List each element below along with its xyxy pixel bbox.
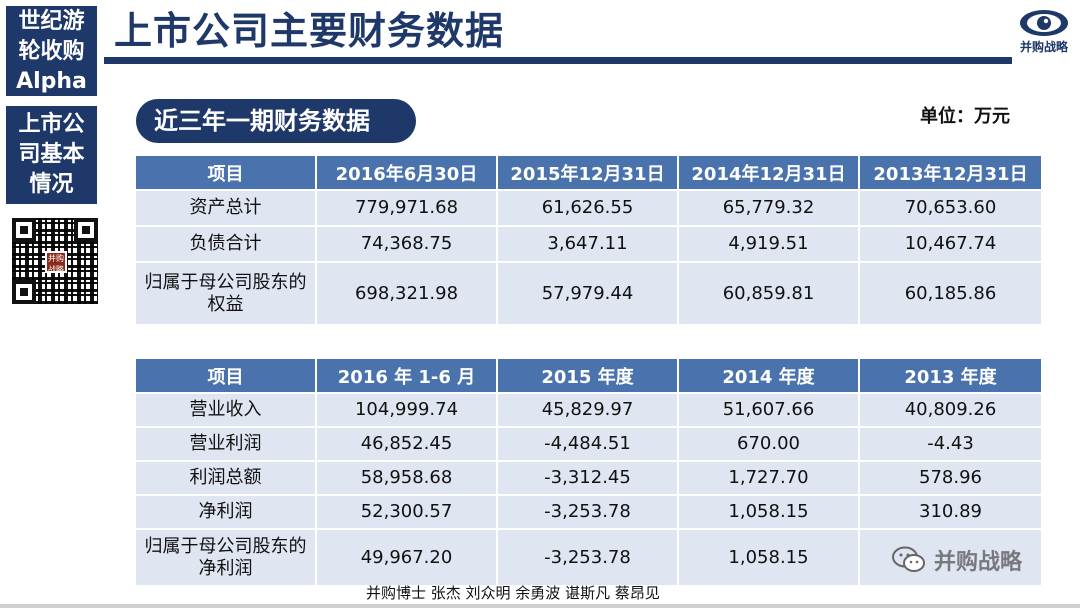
table-cell: 670.00	[678, 426, 860, 461]
section-title-line: 情况	[29, 172, 74, 197]
bottom-divider	[0, 604, 1080, 608]
section-title-box: 上市公 司基本 情况	[6, 106, 97, 204]
column-header: 项目	[136, 156, 317, 190]
table-cell: 60,185.86	[859, 261, 1041, 324]
table-cell: 70,653.60	[859, 189, 1041, 226]
table-cell: 4,919.51	[678, 225, 860, 262]
column-header: 项目	[136, 359, 317, 393]
table-cell: 1,727.70	[678, 460, 860, 495]
series-title-box: 世纪游 轮收购 Alpha	[6, 6, 97, 96]
row-label: 营业利润	[136, 426, 317, 461]
series-title-line: 世纪游	[18, 9, 85, 34]
column-header: 2013 年度	[859, 359, 1041, 393]
section-title-line: 司基本	[18, 142, 85, 167]
row-label: 归属于母公司股东的净利润	[136, 528, 317, 585]
table-cell: 57,979.44	[497, 261, 679, 324]
table-cell: 46,852.45	[316, 426, 498, 461]
row-label: 负债合计	[136, 225, 317, 262]
table-header-row: 项目 2016年6月30日 2015年12月31日 2014年12月31日 20…	[136, 156, 1041, 190]
table-cell: 60,859.81	[678, 261, 860, 324]
column-header: 2015年12月31日	[497, 156, 679, 190]
row-label: 营业收入	[136, 392, 317, 427]
sidebar: 世纪游 轮收购 Alpha 上市公 司基本 情况 并购战略	[0, 0, 104, 608]
watermark-text: 并购战略	[934, 550, 1023, 575]
table-cell: 310.89	[859, 494, 1041, 529]
brand-logo-text: 并购战略	[1019, 40, 1068, 54]
author-credits: 并购博士 张杰 刘众明 余勇波 谌斯凡 蔡昂见	[366, 584, 660, 602]
income-statement-table: 项目 2016 年 1-6 月 2015 年度 2014 年度 2013 年度 …	[136, 359, 1041, 585]
column-header: 2016 年 1-6 月	[316, 359, 498, 393]
table-cell: 1,058.15	[678, 494, 860, 529]
table-cell: 779,971.68	[316, 189, 498, 226]
table-cell: -4,484.51	[497, 426, 679, 461]
table-cell: 58,958.68	[316, 460, 498, 495]
table-cell: 74,368.75	[316, 225, 498, 262]
table-row: 负债合计 74,368.75 3,647.11 4,919.51 10,467.…	[136, 225, 1041, 262]
table-cell: 40,809.26	[859, 392, 1041, 427]
column-header: 2014 年度	[678, 359, 860, 393]
table-cell: -3,253.78	[497, 494, 679, 529]
row-label: 净利润	[136, 494, 317, 529]
table-row: 归属于母公司股东的权益 698,321.98 57,979.44 60,859.…	[136, 261, 1041, 324]
table-cell	[859, 528, 1041, 585]
title-underline-bar	[104, 57, 1012, 64]
table-row: 归属于母公司股东的净利润 49,967.20 -3,253.78 1,058.1…	[136, 528, 1041, 585]
table-cell: 51,607.66	[678, 392, 860, 427]
qr-code: 并购战略	[12, 218, 98, 304]
section-title-line: 上市公	[18, 112, 85, 137]
table-row: 净利润 52,300.57 -3,253.78 1,058.15 310.89	[136, 494, 1041, 529]
row-label: 归属于母公司股东的权益	[136, 261, 317, 324]
table-cell: -3,253.78	[497, 528, 679, 585]
row-label: 利润总额	[136, 460, 317, 495]
qr-finder-marker	[12, 218, 36, 242]
balance-sheet-table: 项目 2016年6月30日 2015年12月31日 2014年12月31日 20…	[136, 156, 1041, 324]
table-cell: 49,967.20	[316, 528, 498, 585]
series-title-line: 轮收购	[18, 39, 85, 64]
eye-icon	[1020, 10, 1068, 36]
table-cell: 61,626.55	[497, 189, 679, 226]
table-row: 营业收入 104,999.74 45,829.97 51,607.66 40,8…	[136, 392, 1041, 427]
column-header: 2015 年度	[497, 359, 679, 393]
brand-logo: 并购战略	[1012, 8, 1076, 62]
column-header: 2016年6月30日	[316, 156, 498, 190]
table-cell: -3,312.45	[497, 460, 679, 495]
table-cell: 1,058.15	[678, 528, 860, 585]
section-heading: 近三年一期财务数据	[136, 99, 416, 143]
column-header: 2013年12月31日	[859, 156, 1041, 190]
table-cell: 52,300.57	[316, 494, 498, 529]
table-row: 利润总额 58,958.68 -3,312.45 1,727.70 578.96	[136, 460, 1041, 495]
column-header: 2014年12月31日	[678, 156, 860, 190]
wechat-icon	[892, 546, 925, 572]
page-title: 上市公司主要财务数据	[114, 9, 505, 53]
wechat-watermark: 并购战略	[892, 540, 1062, 580]
table-cell: -4.43	[859, 426, 1041, 461]
table-cell: 45,829.97	[497, 392, 679, 427]
qr-finder-marker	[74, 218, 98, 242]
qr-finder-marker	[12, 280, 36, 304]
table-row: 营业利润 46,852.45 -4,484.51 670.00 -4.43	[136, 426, 1041, 461]
table-cell: 578.96	[859, 460, 1041, 495]
unit-label: 单位：万元	[920, 106, 1010, 127]
series-title-line: Alpha	[16, 69, 87, 94]
table-cell: 65,779.32	[678, 189, 860, 226]
table-header-row: 项目 2016 年 1-6 月 2015 年度 2014 年度 2013 年度	[136, 359, 1041, 393]
row-label: 资产总计	[136, 189, 317, 226]
qr-center-logo: 并购战略	[45, 251, 67, 274]
table-cell: 3,647.11	[497, 225, 679, 262]
table-row: 资产总计 779,971.68 61,626.55 65,779.32 70,6…	[136, 189, 1041, 226]
table-cell: 698,321.98	[316, 261, 498, 324]
table-cell: 10,467.74	[859, 225, 1041, 262]
table-cell: 104,999.74	[316, 392, 498, 427]
